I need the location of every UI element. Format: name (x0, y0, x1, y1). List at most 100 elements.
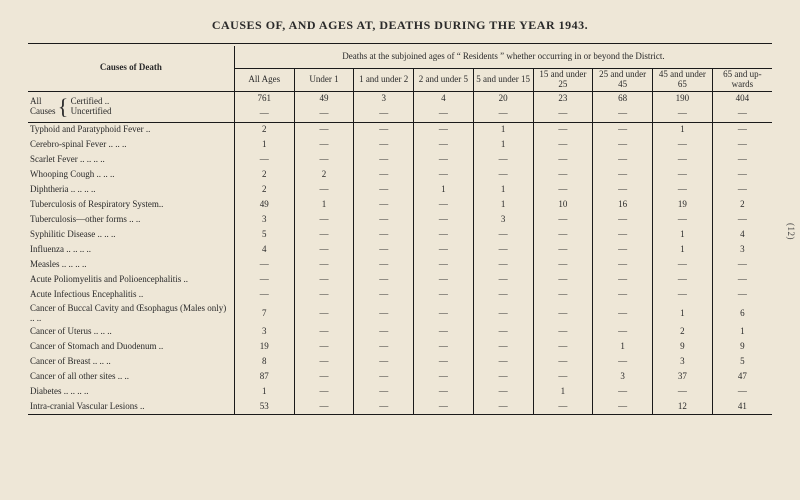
cell: — (294, 384, 354, 399)
cell: 1 (473, 123, 533, 138)
table-row: Measles .. .. .. ..————————— (28, 258, 772, 273)
cell: — (653, 183, 713, 198)
cell: 4 (234, 243, 294, 258)
cell: 37 (653, 369, 713, 384)
cell: — (533, 324, 593, 339)
cell: — (414, 339, 474, 354)
cell: — (414, 243, 474, 258)
cell: 1 (653, 228, 713, 243)
cell: — (473, 354, 533, 369)
table-row: Influenza .. .. .. ..4——————13 (28, 243, 772, 258)
cell: — (354, 183, 414, 198)
page-title: CAUSES OF, AND AGES AT, DEATHS DURING TH… (28, 18, 772, 33)
cell: — (473, 168, 533, 183)
cell: 87 (234, 369, 294, 384)
table-row: Cancer of all other sites .. ..87—————33… (28, 369, 772, 384)
cell: — (234, 258, 294, 273)
cell: — (533, 213, 593, 228)
cell: — (533, 138, 593, 153)
cause-label: Measles .. .. .. .. (28, 258, 234, 273)
cell: 1 (294, 198, 354, 213)
cell: 8 (234, 354, 294, 369)
cell: — (533, 168, 593, 183)
row-header: Causes of Death (28, 46, 234, 91)
cell: — (234, 153, 294, 168)
cell: — (354, 288, 414, 303)
cause-label: Cancer of Stomach and Duodenum .. (28, 339, 234, 354)
cell: — (294, 107, 354, 123)
cell: — (712, 183, 772, 198)
cell: 1 (533, 384, 593, 399)
cell: — (414, 123, 474, 138)
cell: — (533, 303, 593, 325)
cell: — (414, 399, 474, 415)
cause-label: Cancer of all other sites .. .. (28, 369, 234, 384)
cell: — (354, 228, 414, 243)
cell: — (294, 258, 354, 273)
brace-icon: { (58, 103, 69, 112)
cell: — (414, 273, 474, 288)
cell: — (593, 273, 653, 288)
cell: — (234, 288, 294, 303)
cause-label: Tuberculosis—other forms .. .. (28, 213, 234, 228)
cell: 2 (653, 324, 713, 339)
cell: 3 (593, 369, 653, 384)
row-all-certified: AllCauses { Certified .. Uncertified 761… (28, 92, 772, 107)
cause-label: Whooping Cough .. .. .. (28, 168, 234, 183)
cell: 5 (712, 354, 772, 369)
cell: — (294, 369, 354, 384)
cell: — (473, 369, 533, 384)
table-row: Tuberculosis—other forms .. ..3———3———— (28, 213, 772, 228)
cell: — (354, 273, 414, 288)
cell: — (593, 153, 653, 168)
cell: — (533, 273, 593, 288)
table-row: Scarlet Fever .. .. .. ..————————— (28, 153, 772, 168)
cell: 1 (653, 303, 713, 325)
cell: — (294, 243, 354, 258)
cell: 3 (234, 324, 294, 339)
table-row: Diphtheria .. .. .. ..2——11———— (28, 183, 772, 198)
cell: 2 (712, 198, 772, 213)
colhead-u2: 1 and under 2 (354, 68, 414, 91)
cell: — (593, 243, 653, 258)
cell: — (294, 288, 354, 303)
cell: 1 (473, 138, 533, 153)
cell: 3 (234, 213, 294, 228)
cell: 20 (473, 92, 533, 107)
cell: 2 (234, 168, 294, 183)
cell: — (712, 153, 772, 168)
cell: 9 (653, 339, 713, 354)
cell: — (593, 303, 653, 325)
colhead-u15: 5 and under 15 (473, 68, 533, 91)
cell: 5 (234, 228, 294, 243)
table-row: Cancer of Breast .. .. ..8——————35 (28, 354, 772, 369)
cell: 1 (593, 339, 653, 354)
cell: — (593, 258, 653, 273)
cell: — (473, 228, 533, 243)
cell: — (354, 258, 414, 273)
cell: — (533, 243, 593, 258)
cell: — (473, 339, 533, 354)
cell: — (294, 138, 354, 153)
table-row: Acute Infectious Encephalitis ..————————… (28, 288, 772, 303)
cell: — (414, 107, 474, 123)
cell: — (473, 153, 533, 168)
cell: — (414, 288, 474, 303)
cell: 49 (234, 198, 294, 213)
cell: — (473, 384, 533, 399)
table-row: Cerebro-spinal Fever .. .. ..1———1———— (28, 138, 772, 153)
cell: 7 (234, 303, 294, 325)
table-row: Syphilitic Disease .. .. ..5——————14 (28, 228, 772, 243)
cell: 1 (653, 243, 713, 258)
cell: 3 (712, 243, 772, 258)
cause-label: Cancer of Buccal Cavity and Œsophagus (M… (28, 303, 234, 325)
cell: — (414, 354, 474, 369)
colhead-u65: 45 and under 65 (653, 68, 713, 91)
deaths-table: Causes of Death Deaths at the subjoined … (28, 43, 772, 417)
table-row: Intra-cranial Vascular Lesions ..53—————… (28, 399, 772, 415)
cell: 23 (533, 92, 593, 107)
cell: — (593, 123, 653, 138)
cause-label: Diabetes .. .. .. .. (28, 384, 234, 399)
cell: 12 (653, 399, 713, 415)
cell: — (712, 258, 772, 273)
